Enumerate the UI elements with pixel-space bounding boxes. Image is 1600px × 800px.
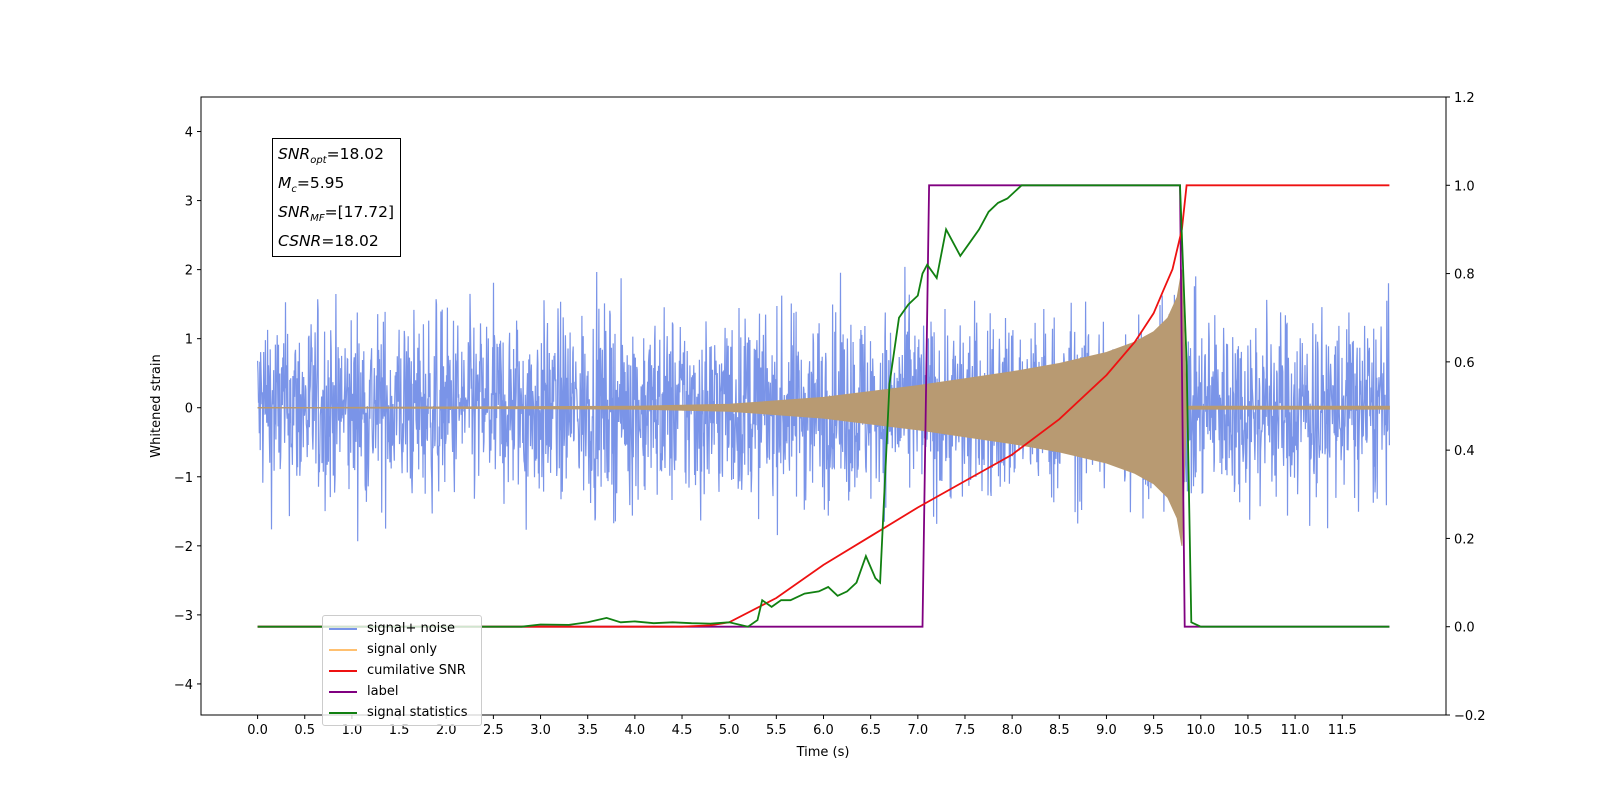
mc-line: Mc=5.95 xyxy=(278,174,345,196)
legend-label: signal only xyxy=(367,642,438,657)
y-tick-label: 0 xyxy=(185,402,193,417)
y2-tick-label: −0.2 xyxy=(1454,709,1486,724)
legend-item-cumulative-snr: cumilative SNR xyxy=(323,660,481,681)
x-tick-label: 1.5 xyxy=(389,723,410,738)
x-tick-label: 7.0 xyxy=(907,723,928,738)
y-tick-label: −4 xyxy=(174,678,193,693)
snr-info-box: SNRopt=18.02 Mc=5.95 SNRMF=[17.72] CSNR=… xyxy=(272,138,402,258)
y2-tick-label: 1.0 xyxy=(1454,179,1475,194)
y-tick-label: −2 xyxy=(174,540,193,555)
x-axis: 0.0 0.5 1.0 1.5 2.0 2.5 3.0 3.5 4.0 4.5 5.0 5.5 6.0 6… xyxy=(247,715,1357,738)
x-tick-label: 2.0 xyxy=(436,723,457,738)
series-signal-statistics xyxy=(257,184,1390,628)
legend-swatch-noise xyxy=(329,627,357,630)
csnr-value: =18.02 xyxy=(321,232,379,251)
snr-opt-value: =18.02 xyxy=(326,145,384,163)
x-tick-label: 6.5 xyxy=(860,723,881,738)
x-tick-label: 11.5 xyxy=(1328,723,1357,738)
x-tick-label: 1.0 xyxy=(342,723,363,738)
x-tick-label: 8.5 xyxy=(1049,723,1070,738)
y2-tick-label: 0.2 xyxy=(1454,532,1475,547)
y-axis-label: Whitened strain xyxy=(149,354,164,457)
series-cumilative-snr xyxy=(257,184,1390,628)
x-tick-label: 3.0 xyxy=(530,723,551,738)
legend: signal+ noise signal only cumilative SNR… xyxy=(322,615,482,726)
legend-swatch-label xyxy=(329,690,357,693)
mc-value: =5.95 xyxy=(296,174,345,193)
y2-tick-label: 0.4 xyxy=(1454,444,1475,459)
y2-tick-label: 1.2 xyxy=(1454,91,1475,106)
y-tick-label: 2 xyxy=(185,264,193,279)
legend-swatch-statistics xyxy=(329,711,357,714)
x-tick-label: 4.5 xyxy=(672,723,693,738)
legend-swatch-cumulative-snr xyxy=(329,669,357,672)
x-tick-label: 0.0 xyxy=(247,723,268,738)
x-tick-label: 7.5 xyxy=(955,723,976,738)
legend-label: signal statistics xyxy=(367,705,468,720)
x-tick-label: 6.0 xyxy=(813,723,834,738)
y2-tick-label: 0.6 xyxy=(1454,356,1475,371)
legend-item-signal: signal only xyxy=(323,639,481,660)
snr-mf-value: =[17.72] xyxy=(324,203,395,222)
y2-tick-label: 0.8 xyxy=(1454,268,1475,283)
y-axis-left: −4 −3 −2 −1 0 1 2 3 4 xyxy=(174,126,201,693)
legend-item-noise: signal+ noise xyxy=(323,618,481,639)
x-tick-label: 9.5 xyxy=(1143,723,1164,738)
y-tick-label: 3 xyxy=(185,195,193,210)
x-tick-label: 2.5 xyxy=(483,723,504,738)
y-tick-label: 4 xyxy=(185,126,193,141)
x-tick-label: 11.0 xyxy=(1281,723,1310,738)
y-tick-label: −3 xyxy=(174,609,193,624)
x-axis-label: Time (s) xyxy=(796,745,850,760)
x-tick-label: 3.5 xyxy=(577,723,598,738)
x-tick-label: 9.0 xyxy=(1096,723,1117,738)
x-tick-label: 10.0 xyxy=(1186,723,1215,738)
x-tick-label: 10.5 xyxy=(1233,723,1262,738)
csnr-line: CSNR=18.02 xyxy=(278,232,379,251)
x-tick-label: 0.5 xyxy=(294,723,315,738)
x-tick-label: 5.5 xyxy=(766,723,787,738)
legend-item-statistics: signal statistics xyxy=(323,702,481,723)
snr-opt-line: SNRopt=18.02 xyxy=(278,145,384,167)
plot-layer xyxy=(257,184,1390,628)
x-tick-label: 8.0 xyxy=(1002,723,1023,738)
legend-label: label xyxy=(367,684,399,699)
y-tick-label: −1 xyxy=(174,471,193,486)
snr-mf-line: SNRMF=[17.72] xyxy=(278,203,395,225)
x-tick-label: 4.0 xyxy=(625,723,646,738)
x-tick-label: 5.0 xyxy=(719,723,740,738)
legend-swatch-signal xyxy=(329,648,357,651)
y-tick-label: 1 xyxy=(185,333,193,348)
legend-label: signal+ noise xyxy=(367,621,456,636)
y2-tick-label: 0.0 xyxy=(1454,621,1475,636)
legend-item-label: label label only xyxy=(323,681,481,702)
y-axis-right: −0.2 0.0 0.2 0.4 0.6 0.8 1.0 1.2 xyxy=(1446,91,1486,724)
legend-label: cumilative SNR xyxy=(367,663,466,678)
